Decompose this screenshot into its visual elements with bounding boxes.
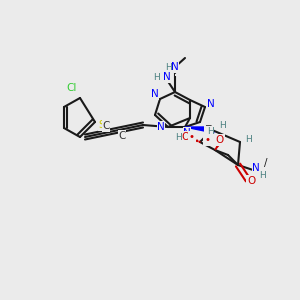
Text: S: S — [99, 120, 105, 130]
Polygon shape — [215, 137, 224, 150]
Polygon shape — [185, 127, 214, 133]
Text: N: N — [151, 89, 159, 99]
Text: •: • — [189, 132, 195, 142]
Text: H: H — [175, 133, 182, 142]
Text: N: N — [207, 99, 215, 109]
Text: O: O — [182, 132, 190, 142]
Text: /: / — [175, 65, 179, 75]
Text: C: C — [118, 131, 126, 141]
Text: =: = — [204, 122, 212, 131]
Polygon shape — [194, 139, 196, 141]
Text: /: / — [264, 158, 268, 168]
Text: Cl: Cl — [67, 83, 77, 93]
Polygon shape — [191, 137, 193, 140]
Text: O: O — [216, 135, 224, 145]
Text: N: N — [183, 128, 191, 138]
Text: •: • — [204, 135, 210, 145]
Text: H: H — [260, 170, 266, 179]
Polygon shape — [189, 136, 191, 140]
Text: H: H — [154, 73, 160, 82]
Text: N: N — [157, 122, 165, 132]
Text: N: N — [171, 62, 179, 72]
Polygon shape — [199, 141, 200, 142]
Text: N: N — [252, 163, 260, 173]
Text: H: H — [244, 134, 251, 143]
Text: H: H — [165, 62, 171, 71]
Polygon shape — [196, 140, 198, 142]
Text: H: H — [207, 128, 213, 136]
Text: C: C — [102, 121, 110, 131]
Text: O: O — [247, 176, 255, 186]
Text: H: H — [219, 121, 225, 130]
Text: N: N — [163, 72, 171, 82]
